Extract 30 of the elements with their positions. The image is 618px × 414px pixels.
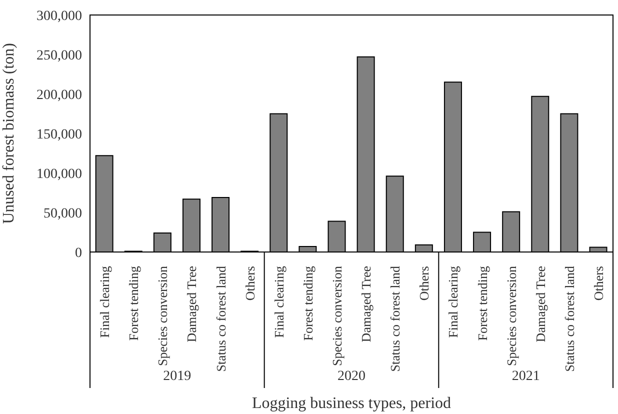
- x-tick-label: Forest tending: [474, 266, 490, 341]
- y-tick-label: 100,000: [36, 166, 82, 182]
- y-tick-label: 200,000: [36, 88, 82, 103]
- x-tick-label: Damaged Tree: [358, 266, 374, 342]
- x-tick-label: Others: [590, 266, 606, 301]
- y-tick-label: 250,000: [36, 48, 82, 64]
- x-tick-label: Species conversion: [155, 266, 170, 366]
- x-tick-label: Others: [416, 266, 432, 301]
- text: 2019: [163, 369, 192, 384]
- y-tick-label: 300,000: [36, 8, 82, 24]
- y-tick-label: 0: [75, 246, 82, 261]
- y-tick-label: 50,000: [44, 206, 82, 222]
- x-tick-label: Status co forest land: [388, 266, 403, 372]
- y-axis-title: Unused forest biomass (ton): [0, 43, 18, 224]
- x-tick-label: Final clearing: [97, 266, 112, 338]
- x-tick-label: Final clearing: [446, 266, 461, 338]
- x-tick-label: Final clearing: [271, 266, 286, 338]
- x-axis-title: Logging business types, period: [252, 395, 452, 412]
- x-tick-label: Forest tending: [300, 266, 316, 341]
- text: 2020: [338, 369, 366, 384]
- x-tick-label: Status co forest land: [213, 266, 228, 372]
- y-tick-label: 150,000: [36, 127, 82, 142]
- x-tick-label: Species conversion: [329, 266, 344, 366]
- x-tick-label: Damaged Tree: [184, 266, 200, 342]
- x-tick-label: Species conversion: [504, 266, 519, 366]
- text: 2021: [512, 369, 540, 384]
- x-tick-label: Damaged Tree: [532, 266, 548, 342]
- x-tick-label: Others: [242, 266, 258, 301]
- x-tick-label: Status co forest land: [562, 266, 577, 372]
- x-tick-label: Forest tending: [126, 266, 142, 341]
